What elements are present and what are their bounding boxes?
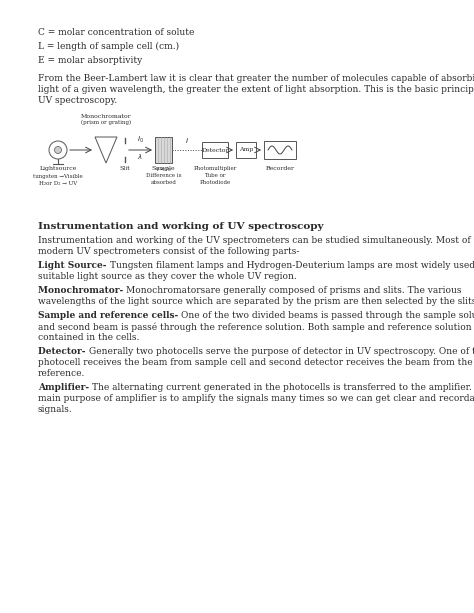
Text: modern UV spectrometers consist of the following parts-: modern UV spectrometers consist of the f… [38,247,300,256]
Text: and second beam is passé through the reference solution. Both sample and referen: and second beam is passé through the ref… [38,322,474,332]
Text: Instrumentation and working of UV spectroscopy: Instrumentation and working of UV spectr… [38,222,323,231]
Bar [264,141,296,159]
Text: (prism or grating): (prism or grating) [81,120,131,125]
Text: C = molar concentration of solute: C = molar concentration of solute [38,28,194,37]
Text: $I < I_0$: $I < I_0$ [155,165,172,174]
Text: Detector-: Detector- [38,347,89,356]
Text: Monochromatorsare generally composed of prisms and slits. The various: Monochromatorsare generally composed of … [127,286,462,295]
Text: $\lambda$: $\lambda$ [137,152,143,161]
Text: signals.: signals. [38,405,73,414]
Circle shape [49,141,67,159]
Text: photocell receives the beam from sample cell and second detector receives the be: photocell receives the beam from sample … [38,358,473,367]
Text: From the Beer-Lambert law it is clear that greater the number of molecules capab: From the Beer-Lambert law it is clear th… [38,74,474,83]
Text: L = length of sample cell (cm.): L = length of sample cell (cm.) [38,42,179,51]
Text: Amplifier-: Amplifier- [38,383,92,392]
Text: reference.: reference. [38,369,85,378]
Text: suitable light source as they cover the whole UV region.: suitable light source as they cover the … [38,272,297,281]
Text: tungsten →Visible: tungsten →Visible [33,174,83,179]
Text: Lightsource: Lightsource [39,166,77,171]
Text: $I_0$: $I_0$ [137,135,144,145]
Text: Instrumentation and working of the UV spectrometers can be studied simultaneousl: Instrumentation and working of the UV sp… [38,236,474,245]
Text: Recorder: Recorder [265,166,294,171]
Text: Sample: Sample [152,166,175,171]
Polygon shape [95,137,117,163]
Text: Photodiode: Photodiode [200,180,231,185]
Text: UV spectroscopy.: UV spectroscopy. [38,96,117,105]
Text: E = molar absorptivity: E = molar absorptivity [38,56,142,65]
Text: Sample and reference cells-: Sample and reference cells- [38,311,182,320]
Text: Detector: Detector [201,148,228,153]
Bar [236,142,256,158]
Text: wavelengths of the light source which are separated by the prism are then select: wavelengths of the light source which ar… [38,297,474,306]
Text: Monochromator: Monochromator [81,114,131,119]
Circle shape [55,147,62,153]
Text: Light Source-: Light Source- [38,261,109,270]
Bar [202,142,228,158]
Text: Amp: Amp [239,148,253,153]
Text: Photomultiplier: Photomultiplier [193,166,237,171]
Bar [155,137,172,163]
Text: Tube or: Tube or [204,173,226,178]
Text: absorbed: absorbed [151,180,176,185]
Text: $I$: $I$ [185,136,189,145]
Text: Slit: Slit [119,166,130,171]
Text: Tungsten filament lamps and Hydrogen-Deuterium lamps are most widely used and: Tungsten filament lamps and Hydrogen-Deu… [109,261,474,270]
Text: light of a given wavelength, the greater the extent of light absorption. This is: light of a given wavelength, the greater… [38,85,474,94]
Text: Difference is: Difference is [146,173,181,178]
Text: main purpose of amplifier is to amplify the signals many times so we can get cle: main purpose of amplifier is to amplify … [38,394,474,403]
Text: The alternating current generated in the photocells is transferred to the amplif: The alternating current generated in the… [92,383,474,392]
Text: H₂or D₂ → UV: H₂or D₂ → UV [39,181,77,186]
Text: Generally two photocells serve the purpose of detector in UV spectroscopy. One o: Generally two photocells serve the purpo… [89,347,474,356]
Text: One of the two divided beams is passed through the sample solution: One of the two divided beams is passed t… [182,311,474,320]
Text: contained in the cells.: contained in the cells. [38,333,139,342]
Text: Monochromator-: Monochromator- [38,286,127,295]
